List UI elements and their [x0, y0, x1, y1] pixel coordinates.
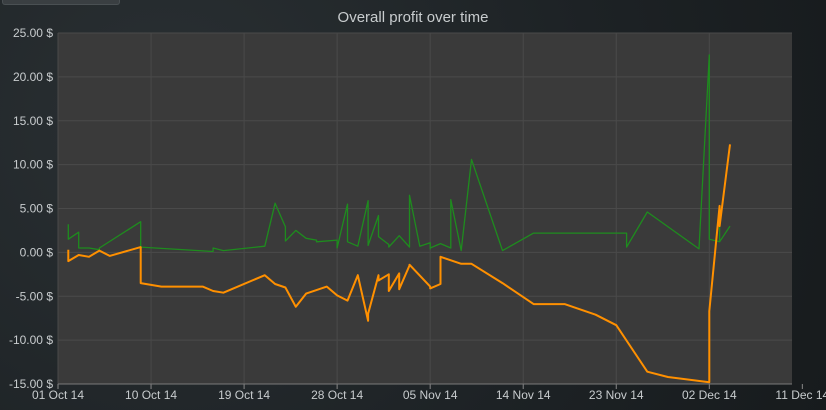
- y-tick-label: 10.00 $: [13, 158, 53, 172]
- y-tick-label: 0.00 $: [20, 245, 54, 259]
- x-axis: 01 Oct 14 10 Oct 14 19 Oct 14 28 Oct 14 05 N…: [32, 383, 826, 402]
- top-tab-stub[interactable]: [2, 0, 120, 5]
- y-tick-label: 15.00 $: [13, 114, 53, 128]
- x-tick-label: 23 Nov 14: [589, 388, 644, 402]
- x-tick-label: 11 Dec 14: [775, 388, 826, 402]
- x-tick-label: 14 Nov 14: [496, 388, 551, 402]
- x-tick-label: 01 Oct 14: [32, 388, 84, 402]
- series-lines: [67, 54, 731, 384]
- chart-title: Overall profit over time: [338, 9, 489, 26]
- y-tick-label: 20.00 $: [13, 70, 53, 84]
- green-series-line: [67, 54, 731, 253]
- x-tick-label: 02 Dec 14: [682, 388, 737, 402]
- y-tick-label: -5.00 $: [16, 289, 54, 303]
- y-tick-label: -10.00 $: [9, 333, 53, 347]
- orange-series-line: [67, 144, 731, 384]
- x-tick-label: 19 Oct 14: [218, 388, 270, 402]
- y-tick-label: 25.00 $: [13, 26, 53, 40]
- y-tick-label: -15.00 $: [9, 377, 53, 391]
- y-axis: 25.00 $ 20.00 $ 15.00 $ 10.00 $ 5.00 $ 0.00 $…: [9, 26, 53, 391]
- y-tick-label: 5.00 $: [20, 202, 54, 216]
- x-tick-label: 05 Nov 14: [403, 388, 458, 402]
- x-tick-label: 28 Oct 14: [311, 388, 363, 402]
- x-tick-label: 10 Oct 14: [125, 388, 177, 402]
